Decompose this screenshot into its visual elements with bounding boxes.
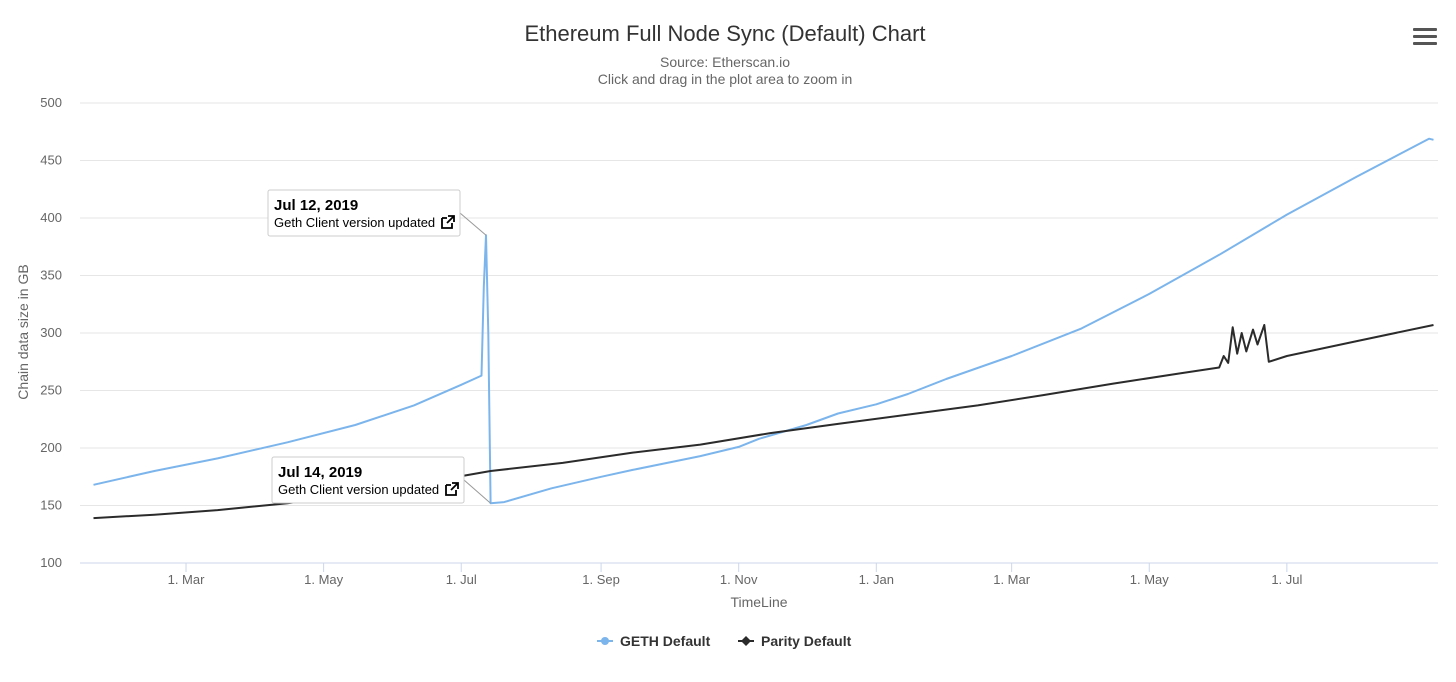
grid — [80, 102, 1438, 506]
y-axis-ticks: 100 150 200 250 300 350 400 450 500 — [40, 95, 62, 570]
legend-label: Parity Default — [761, 633, 852, 649]
menu-bar — [1413, 42, 1437, 45]
external-link-icon-frame — [445, 484, 457, 496]
y-tick-label: 300 — [40, 325, 62, 340]
x-tick-label: 1. Jan — [859, 572, 894, 587]
annotation-text: Geth Client version updated — [274, 215, 435, 230]
chart-source: Source: Etherscan.io — [660, 54, 790, 70]
x-axis-title: TimeLine — [730, 594, 787, 610]
annotation-text: Geth Client version updated — [278, 482, 439, 497]
legend-label: GETH Default — [620, 633, 711, 649]
y-tick-label: 400 — [40, 210, 62, 225]
annotation-connector — [463, 479, 491, 504]
y-tick-label: 450 — [40, 153, 62, 168]
x-axis: 1. Mar 1. May 1. Jul 1. Sep 1. Nov 1. Jan 1. M… — [80, 562, 1438, 587]
annotation-connector — [459, 212, 487, 236]
y-tick-label: 500 — [40, 95, 62, 110]
y-axis-title: Chain data size in GB — [15, 264, 31, 399]
y-tick-label: 200 — [40, 440, 62, 455]
menu-bar — [1413, 28, 1437, 31]
legend-marker-circle — [601, 637, 609, 645]
y-tick-label: 150 — [40, 498, 62, 513]
x-tick-label: 1. May — [1130, 572, 1170, 587]
y-tick-label: 250 — [40, 383, 62, 398]
annotation-title: Jul 14, 2019 — [278, 464, 362, 481]
annotation-title: Jul 12, 2019 — [274, 197, 358, 214]
external-link-icon[interactable] — [441, 215, 455, 229]
annotation-box — [271, 456, 465, 504]
legend-item-parity-default[interactable]: Parity Default — [738, 633, 852, 649]
x-tick-label: 1. Mar — [168, 572, 206, 587]
y-tick-label: 350 — [40, 268, 62, 283]
external-link-icon-arrow — [450, 482, 459, 491]
menu-bar — [1413, 35, 1437, 38]
y-tick-label: 100 — [40, 555, 62, 570]
legend[interactable]: GETH Default Parity Default — [597, 633, 852, 649]
x-tick-label: 1. Nov — [720, 572, 758, 587]
external-link-icon[interactable] — [445, 482, 459, 496]
x-tick-label: 1. Mar — [993, 572, 1031, 587]
external-link-icon-frame — [441, 217, 453, 229]
x-tick-label: 1. Jul — [446, 572, 477, 587]
chart-title: Ethereum Full Node Sync (Default) Chart — [524, 21, 925, 46]
x-tick-label: 1. May — [304, 572, 344, 587]
x-tick-label: 1. Sep — [582, 572, 620, 587]
external-link-icon-arrow — [446, 215, 455, 224]
annotation-box — [267, 189, 461, 237]
chart-zoom-hint: Click and drag in the plot area to zoom … — [598, 71, 852, 87]
series-line-geth-default[interactable] — [93, 137, 1434, 505]
hamburger-menu-icon[interactable] — [1413, 28, 1437, 48]
x-tick-label: 1. Jul — [1271, 572, 1302, 587]
legend-item-geth-default[interactable]: GETH Default — [597, 633, 711, 649]
legend-marker-diamond — [741, 636, 751, 646]
